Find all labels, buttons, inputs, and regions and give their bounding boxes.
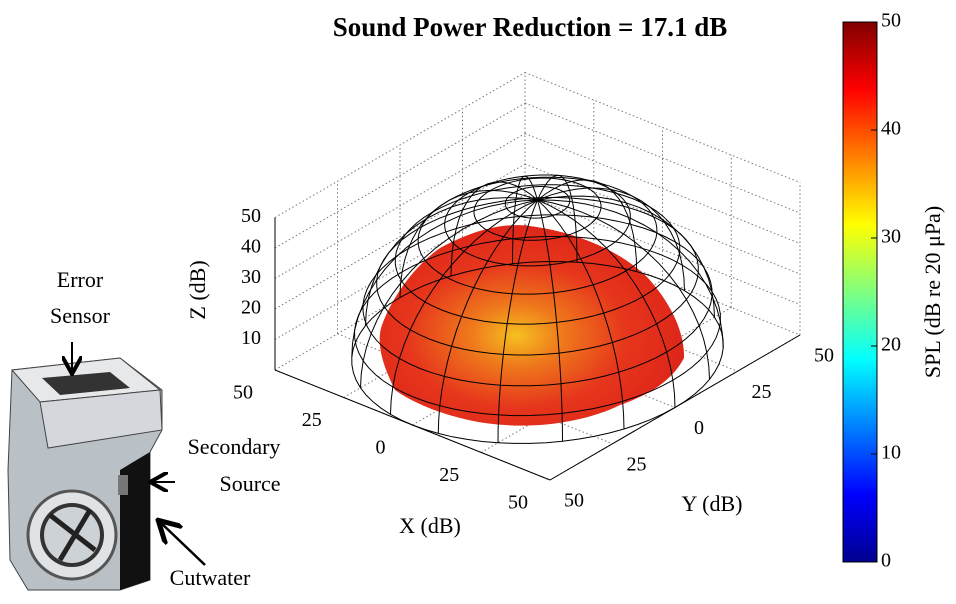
colorbar-tick-label: 20	[881, 334, 901, 356]
grid-line	[524, 194, 801, 305]
z-tick-label: 30	[241, 266, 261, 288]
grid-line	[274, 72, 526, 218]
grid-line	[524, 133, 801, 244]
mesh-line	[537, 199, 676, 408]
mesh-line	[512, 175, 538, 264]
mesh-line	[444, 174, 631, 267]
mesh-line	[365, 197, 538, 326]
x-axis-label: X (dB)	[399, 513, 461, 538]
annotation: Cutwater	[170, 565, 251, 590]
y-tick-label: 0	[694, 417, 704, 439]
mesh-line	[497, 199, 538, 443]
mesh-line	[537, 199, 724, 349]
colorbar	[842, 21, 878, 563]
annotation: Secondary	[188, 434, 281, 459]
annotation: Sensor	[50, 303, 111, 328]
z-axis-label: Z (dB)	[185, 260, 210, 319]
y-axis-label: Y (dB)	[682, 491, 743, 516]
grid-line	[274, 163, 526, 310]
mesh-line	[376, 197, 699, 356]
mesh-line	[351, 261, 724, 444]
x-tick-label: 50	[233, 382, 253, 404]
mesh-line	[473, 177, 602, 241]
grid-line	[524, 163, 801, 275]
mesh-line	[360, 199, 538, 388]
z-tick-label: 50	[241, 205, 261, 227]
device	[7, 342, 206, 591]
y-tick-label: 50	[564, 490, 584, 512]
mesh-line	[437, 199, 538, 434]
mesh-line	[390, 199, 538, 415]
colorbar-tick-label: 0	[881, 550, 891, 572]
grid-line	[524, 102, 801, 214]
mesh-line	[537, 199, 710, 380]
mesh-line	[417, 176, 658, 295]
wireframe	[351, 174, 724, 444]
mesh-line	[450, 181, 538, 277]
annotation: Source	[219, 471, 280, 496]
mesh-line	[537, 199, 563, 442]
colorbar-tick-label: 30	[881, 226, 901, 248]
y-tick-label: 25	[627, 453, 647, 475]
x-tick-label: 50	[508, 492, 528, 514]
x-tick-label: 25	[302, 409, 322, 431]
mesh-line	[537, 174, 578, 263]
z-tick-label: 40	[241, 236, 261, 258]
grid-line	[274, 133, 526, 279]
x-tick-label: 0	[376, 437, 386, 459]
mesh-line	[504, 186, 571, 219]
chart-title: Sound Power Reduction = 17.1 dB	[333, 12, 727, 42]
y-tick-label: 50	[814, 345, 834, 367]
colorbar-label: SPL (dB re 20 μPa)	[920, 206, 945, 378]
colorbar-tick-label: 10	[881, 442, 901, 464]
annotation: Error	[57, 267, 104, 292]
y-tick-label: 25	[752, 381, 772, 403]
x-tick-label: 25	[439, 464, 459, 486]
z-tick-label: 20	[241, 297, 261, 319]
grid-line	[274, 102, 526, 249]
mesh-line	[362, 214, 713, 387]
z-tick-label: 10	[241, 327, 261, 349]
mesh-line	[537, 199, 625, 430]
colorbar-tick-label: 40	[881, 118, 901, 140]
colorbar-tick-label: 50	[881, 10, 901, 32]
grid-line	[524, 72, 801, 183]
